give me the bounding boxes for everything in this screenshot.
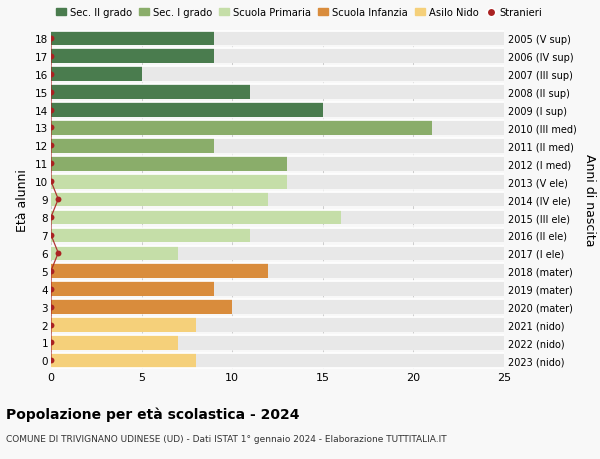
Text: Popolazione per età scolastica - 2024: Popolazione per età scolastica - 2024 — [6, 406, 299, 421]
Bar — [51, 103, 504, 118]
Bar — [51, 85, 250, 100]
Point — [46, 89, 56, 96]
Bar — [51, 353, 504, 368]
Point — [53, 250, 63, 257]
Bar — [51, 264, 268, 279]
Bar — [51, 121, 504, 135]
Point — [53, 196, 63, 203]
Point — [46, 53, 56, 60]
Point — [46, 321, 56, 329]
Point — [46, 124, 56, 132]
Bar — [51, 139, 504, 153]
Bar — [51, 282, 214, 297]
Bar — [51, 336, 178, 350]
Point — [46, 142, 56, 150]
Point — [46, 357, 56, 364]
Bar — [51, 67, 142, 82]
Point — [46, 71, 56, 78]
Bar — [51, 228, 504, 243]
Bar — [51, 192, 504, 207]
Bar — [51, 246, 178, 261]
Bar — [51, 300, 504, 314]
Bar — [51, 174, 504, 189]
Bar — [51, 318, 196, 332]
Point — [46, 285, 56, 293]
Text: COMUNE DI TRIVIGNANO UDINESE (UD) - Dati ISTAT 1° gennaio 2024 - Elaborazione TU: COMUNE DI TRIVIGNANO UDINESE (UD) - Dati… — [6, 434, 446, 443]
Point — [46, 178, 56, 185]
Point — [46, 35, 56, 42]
Bar — [51, 67, 504, 82]
Bar — [51, 300, 232, 314]
Bar — [51, 103, 323, 118]
Point — [46, 268, 56, 275]
Bar — [51, 121, 431, 135]
Bar — [51, 228, 250, 243]
Y-axis label: Età alunni: Età alunni — [16, 168, 29, 231]
Bar — [51, 246, 504, 261]
Y-axis label: Anni di nascita: Anni di nascita — [583, 153, 596, 246]
Point — [46, 232, 56, 239]
Bar — [51, 264, 504, 279]
Point — [46, 160, 56, 168]
Bar — [51, 32, 214, 46]
Bar — [51, 282, 504, 297]
Bar — [51, 336, 504, 350]
Point — [46, 214, 56, 221]
Bar — [51, 192, 268, 207]
Bar — [51, 174, 287, 189]
Bar — [51, 139, 214, 153]
Bar — [51, 318, 504, 332]
Bar — [51, 353, 196, 368]
Bar — [51, 85, 504, 100]
Point — [46, 303, 56, 311]
Point — [46, 339, 56, 347]
Point — [46, 106, 56, 114]
Bar — [51, 49, 214, 64]
Bar — [51, 210, 341, 225]
Bar — [51, 32, 504, 46]
Bar — [51, 210, 504, 225]
Legend: Sec. II grado, Sec. I grado, Scuola Primaria, Scuola Infanzia, Asilo Nido, Stran: Sec. II grado, Sec. I grado, Scuola Prim… — [56, 8, 542, 18]
Bar — [51, 157, 504, 171]
Bar — [51, 49, 504, 64]
Bar — [51, 157, 287, 171]
